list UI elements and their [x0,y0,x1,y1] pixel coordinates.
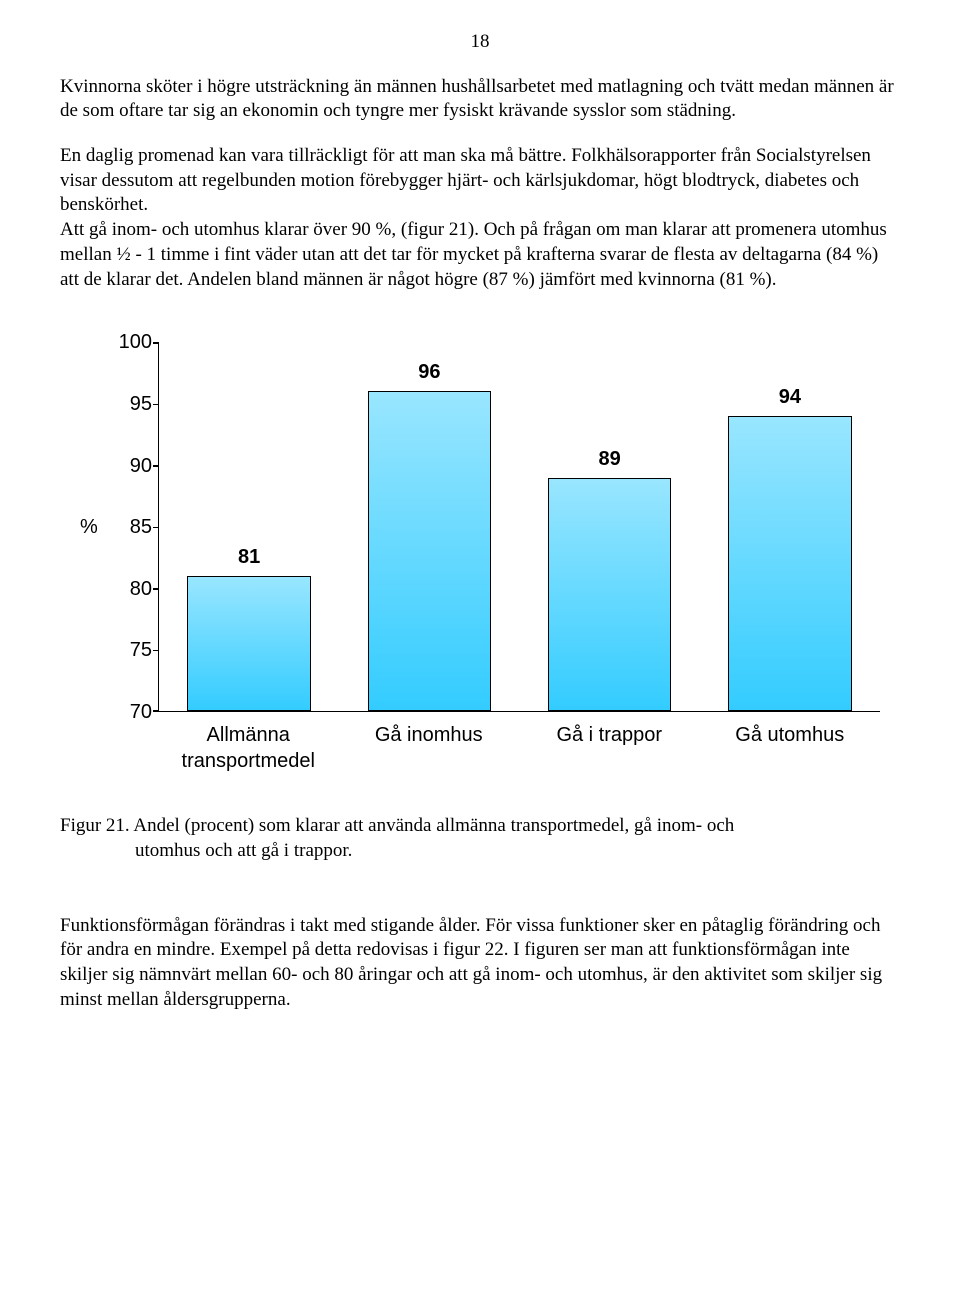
bar-value-label: 89 [598,446,620,472]
paragraph-2: En daglig promenad kan vara tillräckligt… [60,144,900,218]
bar [728,416,852,711]
bar-group: 96 [350,342,509,711]
x-axis-label: Gå i trappor [530,722,689,774]
page-number: 18 [60,30,900,55]
x-axis-labels: Allmänna transportmedel Gå inomhus Gå i tr… [158,722,880,774]
bar-value-label: 94 [779,384,801,410]
bar-group: 89 [530,342,689,711]
paragraph-1: Kvinnorna sköter i högre utsträckning än… [60,75,900,124]
x-axis-label: Gå inomhus [349,722,508,774]
plot-area: 81 96 89 94 [158,342,880,712]
chart-container: % 100 95 90 85 80 75 70 81 96 89 94 Allmänn… [80,342,880,774]
bar-chart: % 100 95 90 85 80 75 70 81 96 89 94 [80,342,880,712]
x-axis-label: Allmänna transportmedel [169,722,328,774]
bar [187,576,311,711]
bar-group: 81 [170,342,329,711]
caption-line-1: Figur 21. Andel (procent) som klarar att… [60,814,900,839]
x-axis-label: Gå utomhus [710,722,869,774]
figure-caption: Figur 21. Andel (procent) som klarar att… [60,814,900,863]
y-axis-ticks: 100 95 90 85 80 75 70 [110,342,152,712]
bar-value-label: 96 [418,359,440,385]
y-axis-label: % [80,514,98,540]
paragraph-3: Att gå inom- och utomhus klarar över 90 … [60,218,900,292]
caption-line-2: utomhus och att gå i trappor. [60,839,900,864]
bar [548,478,672,712]
bar [368,391,492,711]
bar-group: 94 [711,342,870,711]
paragraph-4: Funktionsförmågan förändras i takt med s… [60,914,900,1013]
bar-value-label: 81 [238,544,260,570]
